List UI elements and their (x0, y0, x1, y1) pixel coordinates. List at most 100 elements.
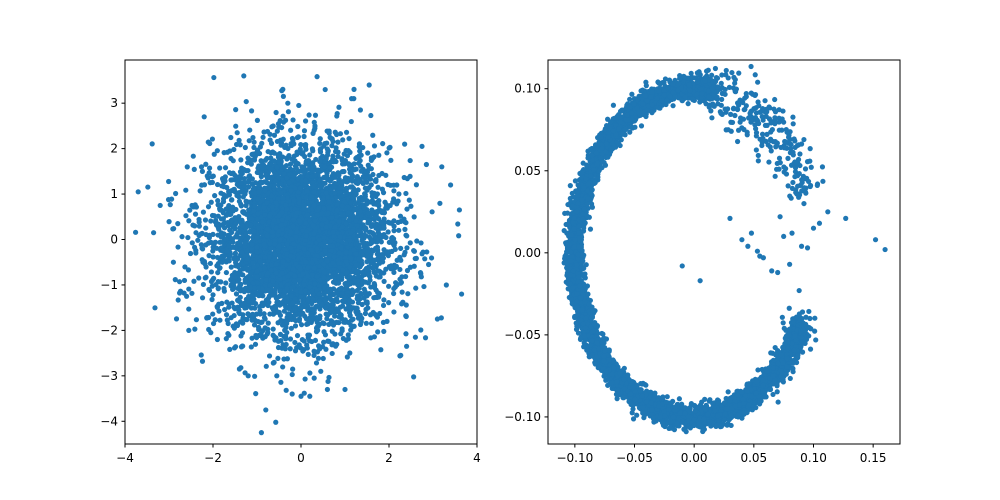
data-point (289, 135, 296, 142)
data-point (337, 234, 343, 240)
data-point (272, 256, 278, 262)
data-point (323, 156, 329, 162)
data-point (391, 269, 397, 276)
data-point (215, 279, 221, 285)
data-point (343, 249, 349, 256)
data-point (290, 217, 297, 223)
data-point (283, 299, 289, 305)
data-point (394, 282, 400, 288)
data-point (273, 200, 279, 206)
data-point (261, 241, 267, 247)
data-point (198, 352, 204, 358)
data-point (206, 253, 212, 259)
data-point (285, 273, 291, 280)
data-point (309, 300, 315, 307)
data-point (279, 270, 285, 276)
data-point (353, 191, 359, 197)
data-point (199, 358, 206, 364)
data-point (221, 288, 228, 294)
data-point (285, 109, 292, 115)
data-point (215, 285, 221, 291)
data-point (355, 273, 362, 279)
data-point (339, 203, 345, 209)
data-point (325, 312, 331, 318)
data-point (223, 193, 229, 199)
data-point (346, 297, 353, 303)
data-point (374, 246, 380, 252)
data-point (273, 270, 279, 276)
data-point (368, 320, 375, 327)
data-point (212, 193, 218, 199)
data-point (316, 205, 322, 211)
data-point (321, 274, 327, 281)
data-point (260, 328, 266, 334)
data-point (311, 265, 317, 271)
data-point (395, 219, 401, 225)
data-point (244, 267, 251, 273)
data-point (348, 280, 355, 286)
data-point (289, 371, 295, 378)
data-point (291, 277, 298, 284)
data-point (217, 202, 223, 208)
data-point (333, 296, 339, 303)
data-point (197, 188, 203, 194)
data-point (363, 175, 369, 181)
data-point (304, 342, 310, 348)
data-point (304, 296, 311, 303)
data-point (310, 296, 316, 302)
data-point (422, 335, 429, 341)
data-point (320, 261, 327, 267)
data-point (316, 343, 322, 349)
data-point (223, 269, 229, 276)
data-point (389, 237, 395, 244)
data-point (428, 255, 435, 261)
data-point (196, 223, 202, 229)
data-point (287, 336, 294, 342)
data-point (240, 194, 246, 200)
data-point (396, 191, 402, 197)
data-point (380, 190, 387, 196)
data-point (300, 271, 306, 277)
data-point (402, 226, 408, 232)
data-point (280, 119, 287, 125)
data-point (267, 311, 273, 317)
data-point (386, 283, 392, 289)
data-point (418, 327, 424, 333)
data-point (273, 109, 279, 116)
data-point (304, 158, 310, 164)
data-point (338, 245, 344, 251)
data-point (228, 264, 234, 270)
data-point (252, 203, 258, 209)
data-point (242, 277, 248, 283)
data-point (228, 177, 234, 183)
data-point (322, 140, 328, 147)
data-point (207, 260, 213, 267)
data-point (216, 265, 222, 271)
data-point (166, 219, 172, 225)
data-point (326, 128, 332, 134)
data-point (378, 270, 384, 276)
data-point (403, 220, 409, 226)
data-point (271, 217, 277, 224)
data-point (224, 248, 230, 255)
data-point (305, 351, 311, 357)
data-point (173, 190, 179, 197)
data-point (267, 240, 273, 247)
data-point (403, 302, 409, 308)
data-point (366, 165, 372, 172)
data-point (245, 179, 251, 185)
data-point (250, 260, 256, 266)
data-point (328, 287, 334, 294)
data-point (204, 315, 210, 321)
data-point (210, 311, 216, 317)
data-point (363, 320, 369, 326)
data-point (329, 215, 335, 221)
data-point (193, 317, 200, 323)
data-point (209, 136, 215, 142)
data-point (223, 236, 229, 242)
data-point (228, 211, 234, 217)
data-point (411, 247, 417, 254)
data-point (380, 141, 386, 147)
data-point (352, 201, 358, 207)
data-point (333, 343, 339, 349)
